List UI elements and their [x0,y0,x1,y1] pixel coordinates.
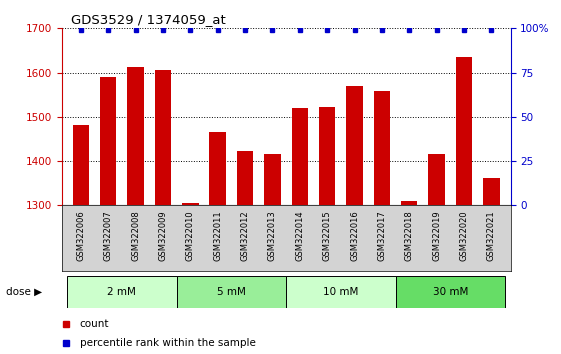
Bar [182,203,199,205]
Text: GSM322012: GSM322012 [241,211,250,261]
Text: 5 mM: 5 mM [217,287,246,297]
Bar [177,276,286,308]
Text: GDS3529 / 1374059_at: GDS3529 / 1374059_at [71,13,226,26]
Text: GSM322006: GSM322006 [76,211,85,261]
Text: GSM322017: GSM322017 [378,211,387,261]
Bar [429,154,445,205]
Text: 2 mM: 2 mM [108,287,136,297]
Bar [483,178,499,205]
Text: GSM322009: GSM322009 [158,211,168,261]
Bar [127,67,144,205]
Text: GSM322021: GSM322021 [487,211,496,261]
Bar [100,77,117,205]
Text: GSM322014: GSM322014 [295,211,304,261]
Bar [155,70,171,205]
Text: GSM322007: GSM322007 [104,211,113,261]
Bar [73,125,89,205]
Text: GSM322019: GSM322019 [432,211,441,261]
Text: count: count [80,319,109,329]
Bar [264,154,280,205]
Text: GSM322020: GSM322020 [459,211,468,261]
Text: GSM322013: GSM322013 [268,211,277,261]
Bar [456,57,472,205]
Bar [237,151,253,205]
Text: GSM322018: GSM322018 [404,211,414,261]
Text: GSM322016: GSM322016 [350,211,359,261]
Text: GSM322011: GSM322011 [213,211,222,261]
Bar [396,276,505,308]
Bar [286,276,396,308]
Text: percentile rank within the sample: percentile rank within the sample [80,338,256,348]
Bar [401,201,417,205]
Text: GSM322010: GSM322010 [186,211,195,261]
Text: 30 mM: 30 mM [433,287,468,297]
Text: dose ▶: dose ▶ [6,287,42,297]
Bar [209,132,226,205]
Text: 10 mM: 10 mM [323,287,358,297]
Bar [346,86,363,205]
Bar [292,108,308,205]
Bar [374,91,390,205]
Bar [319,107,335,205]
Text: GSM322015: GSM322015 [323,211,332,261]
Text: GSM322008: GSM322008 [131,211,140,261]
Bar [67,276,177,308]
